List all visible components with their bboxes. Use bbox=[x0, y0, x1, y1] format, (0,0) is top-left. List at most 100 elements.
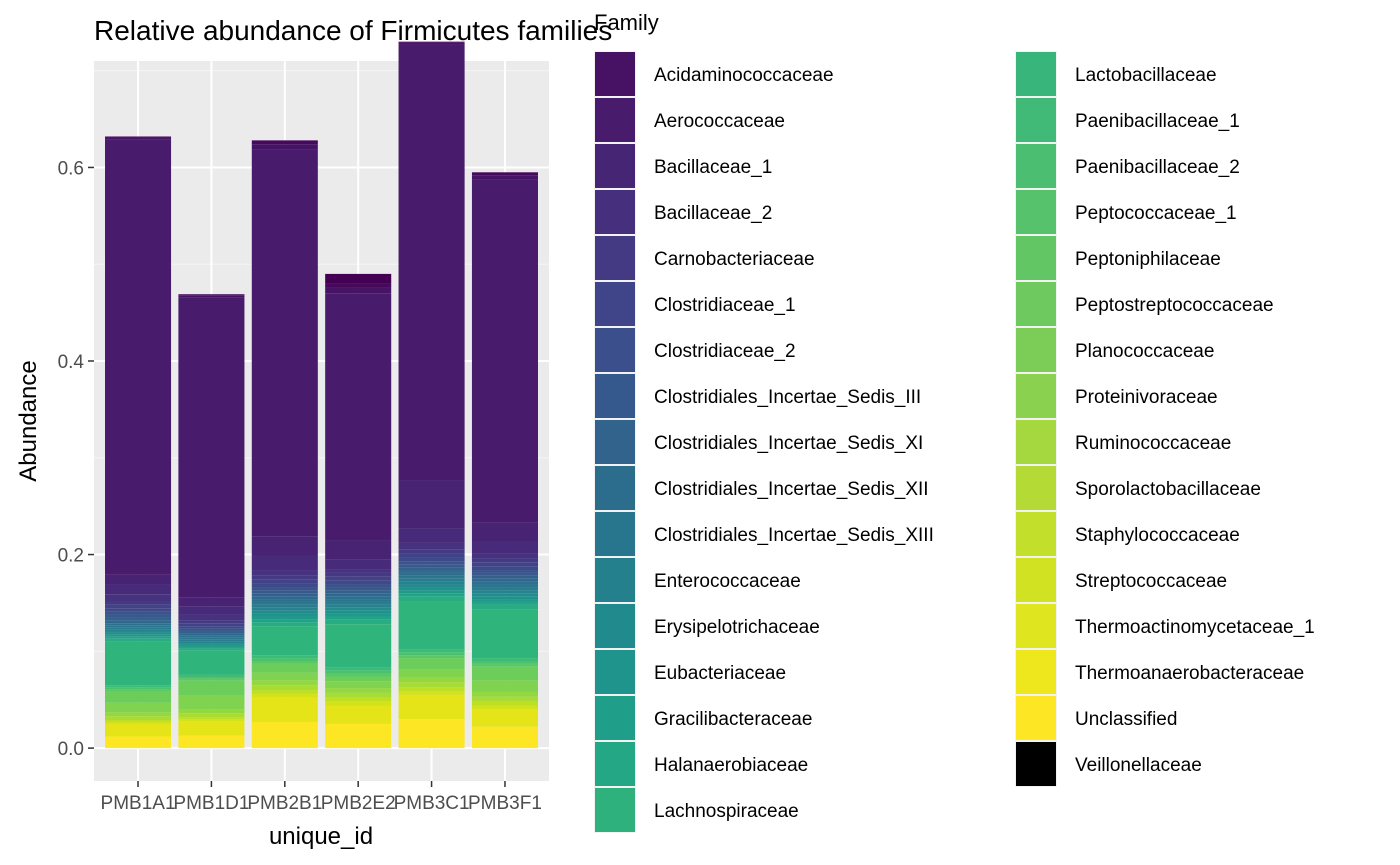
bar-segment bbox=[398, 658, 465, 670]
bar-segment bbox=[471, 680, 538, 692]
bar-segment bbox=[178, 294, 245, 296]
bar-segment bbox=[105, 721, 172, 724]
bar-segment bbox=[105, 604, 172, 609]
legend-label: Planococcaceae bbox=[1075, 341, 1214, 362]
bar-segment bbox=[178, 295, 245, 298]
legend-swatch bbox=[1016, 52, 1056, 96]
bar-segment bbox=[178, 630, 245, 632]
bar-segment bbox=[325, 604, 392, 608]
bar-segment bbox=[325, 681, 392, 689]
y-tick-label: 0.2 bbox=[58, 546, 84, 567]
bar-segment bbox=[398, 575, 465, 579]
legend-swatch bbox=[595, 558, 635, 602]
legend-item: Sporolactobacillaceae bbox=[1015, 465, 1261, 511]
bar-segment bbox=[251, 601, 318, 605]
bar-stack bbox=[325, 273, 392, 749]
y-tick-label: 0.4 bbox=[58, 352, 85, 373]
bar-segment bbox=[398, 581, 465, 585]
chart-title: Relative abundance of Firmicutes familie… bbox=[94, 15, 612, 46]
bar-segment bbox=[251, 604, 318, 608]
legend-label: Peptostreptococcaceae bbox=[1075, 295, 1274, 316]
bar-segment bbox=[471, 726, 538, 749]
legend-item: Thermoactinomycetaceae_1 bbox=[1015, 603, 1315, 649]
bar-segment bbox=[398, 553, 465, 558]
bar-segment bbox=[178, 676, 245, 679]
legend-swatch bbox=[595, 512, 635, 556]
bar-segment bbox=[471, 572, 538, 576]
bar-segment bbox=[105, 594, 172, 601]
bar-segment bbox=[398, 528, 465, 543]
bar-segment bbox=[178, 721, 245, 736]
y-axis: 0.0 0.2 0.4 0.6 bbox=[58, 158, 94, 760]
bar-segment bbox=[251, 590, 318, 594]
legend-item: Veillonellaceae bbox=[1015, 741, 1202, 787]
bar-segment bbox=[251, 693, 318, 698]
bar-segment bbox=[325, 601, 392, 605]
bar-segment bbox=[471, 593, 538, 597]
bar-segment bbox=[178, 641, 245, 644]
bar-segment bbox=[251, 587, 318, 591]
bar-segment bbox=[178, 650, 245, 675]
bar-segment bbox=[398, 584, 465, 588]
bar-segment bbox=[105, 625, 172, 628]
bar-segment bbox=[471, 578, 538, 582]
legend-label: Staphylococcaceae bbox=[1075, 525, 1240, 546]
bar-segment bbox=[105, 689, 172, 691]
bar-segment bbox=[105, 608, 172, 612]
bar-segment bbox=[251, 619, 318, 623]
bar-segment bbox=[398, 677, 465, 683]
bar-segment bbox=[105, 574, 172, 585]
bar-segment bbox=[471, 601, 538, 605]
legend-label: Gracilibacteraceae bbox=[654, 709, 812, 730]
legend-label: Streptococcaceae bbox=[1075, 571, 1227, 592]
legend-label: Erysipelotrichaceae bbox=[654, 617, 820, 638]
bar-segment bbox=[325, 540, 392, 560]
legend-item: Halanaerobiaceae bbox=[594, 741, 808, 787]
bar-segment bbox=[178, 678, 245, 681]
bar-segment bbox=[325, 287, 392, 294]
bar-segment bbox=[398, 682, 465, 688]
bar-segment bbox=[398, 669, 465, 678]
bar-segment bbox=[105, 617, 172, 621]
legend-label: Clostridiales_Incertae_Sedis_III bbox=[654, 387, 921, 408]
bar-segment bbox=[325, 619, 392, 625]
legend-item: Clostridiales_Incertae_Sedis_XIII bbox=[594, 511, 934, 557]
legend-item: Staphylococcaceae bbox=[1015, 511, 1240, 557]
bar-segment bbox=[251, 658, 318, 661]
bar-segment bbox=[105, 636, 172, 639]
bar-segment bbox=[325, 624, 392, 668]
bar-segment bbox=[178, 628, 245, 631]
bar-segment bbox=[471, 179, 538, 523]
legend-swatch bbox=[1016, 144, 1056, 188]
legend-item: Paenibacillaceae_2 bbox=[1015, 143, 1240, 189]
legend-swatch bbox=[595, 466, 635, 510]
legend-label: Sporolactobacillaceae bbox=[1075, 479, 1261, 500]
bar-segment bbox=[471, 701, 538, 706]
bar-segment bbox=[471, 666, 538, 681]
bar-segment bbox=[178, 709, 245, 714]
bar-segment bbox=[178, 631, 245, 634]
bar-segment bbox=[398, 719, 465, 749]
bar-segment bbox=[471, 709, 538, 727]
legend-item: Thermoanaerobacteraceae bbox=[1015, 649, 1304, 695]
bar-segment bbox=[325, 576, 392, 581]
legend: Family Acidaminococcaceae Aerococcaceae Ba… bbox=[594, 10, 1315, 833]
bar-segment bbox=[398, 578, 465, 582]
bar-segment bbox=[105, 631, 172, 633]
bar-segment bbox=[105, 716, 172, 721]
bar-segment bbox=[251, 672, 318, 681]
bar-segment bbox=[251, 697, 318, 722]
bar-segment bbox=[251, 685, 318, 691]
legend-swatch bbox=[595, 52, 635, 96]
legend-label: Clostridiales_Incertae_Sedis_XII bbox=[654, 479, 929, 500]
bar-segment bbox=[325, 569, 392, 573]
legend-item: Lachnospiraceae bbox=[594, 787, 799, 833]
bar-segment bbox=[105, 685, 172, 688]
legend-label: Acidaminococcaceae bbox=[654, 65, 834, 86]
legend-item: Bacillaceae_1 bbox=[594, 143, 772, 189]
bar-segment bbox=[105, 611, 172, 615]
bar-segment bbox=[471, 691, 538, 697]
bar-segment bbox=[471, 587, 538, 591]
x-tick-label: PMB2E2 bbox=[321, 793, 396, 814]
